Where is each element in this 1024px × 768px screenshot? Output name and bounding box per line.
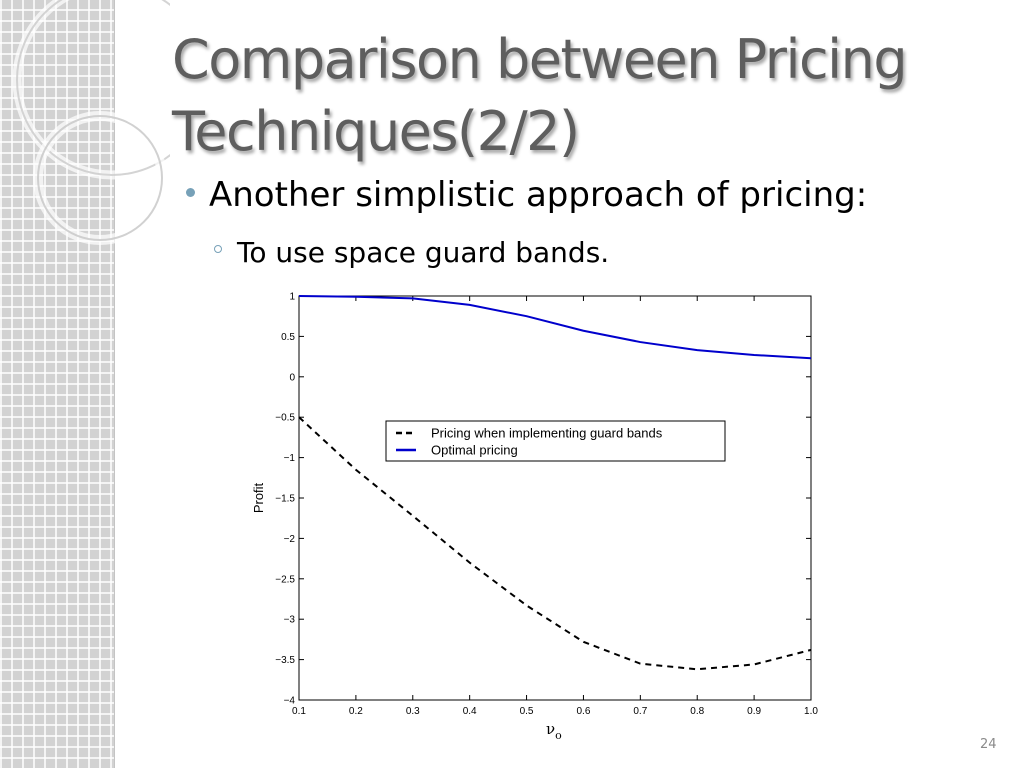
x-axis-label-subscript: o — [555, 729, 562, 742]
x-axis-label: νo — [546, 720, 562, 742]
x-axis-label-main: ν — [546, 720, 555, 738]
decorative-swirl — [12, 0, 170, 245]
plot-frame — [298, 295, 812, 701]
legend: Pricing when implementing guard bands Opt… — [385, 420, 726, 462]
y-tick-label: −3 — [284, 615, 296, 626]
x-tick-label: 0.2 — [349, 706, 363, 717]
x-tick-label: 0.6 — [576, 706, 590, 717]
y-tick-label: −1.5 — [275, 494, 295, 505]
legend-label: Optimal pricing — [431, 443, 518, 458]
y-tick-label: 0 — [289, 372, 295, 383]
y-tick-label: −1 — [284, 453, 296, 464]
profit-line-chart: 0.1 0.2 0.3 0.4 0.5 0.6 0.7 0.8 0.9 1.0 1 0.5 0 −0.5 −… — [251, 292, 818, 743]
slide-title-line2: Techniques(2/2) — [172, 100, 580, 163]
slide-number: 24 — [980, 737, 997, 752]
slide-title: Comparison between Pricing Techniques(2/… — [172, 24, 972, 168]
y-tick-label: −4 — [284, 696, 296, 707]
slide-title-line1: Comparison between Pricing — [172, 28, 908, 91]
bullet-level1: Another simplistic approach of pricing: — [186, 175, 867, 215]
x-tick-label: 0.4 — [463, 706, 477, 717]
series-lines — [298, 295, 812, 671]
series-line-optimal — [298, 295, 812, 360]
y-tick-label: −2.5 — [275, 574, 295, 585]
x-tick-label: 0.9 — [747, 706, 761, 717]
x-tick-label: 0.1 — [292, 706, 306, 717]
series-line-guard-bands — [298, 416, 812, 671]
x-tick-label: 0.5 — [520, 706, 534, 717]
x-tick-label: 0.7 — [633, 706, 647, 717]
x-tick-label: 0.3 — [406, 706, 420, 717]
x-tick-label: 0.8 — [690, 706, 704, 717]
bullet-level2-text: To use space guard bands. — [237, 236, 610, 269]
y-axis-label: Profit — [251, 482, 266, 513]
y-tick-label: −2 — [284, 534, 296, 545]
bullet-dot-icon — [186, 187, 195, 197]
legend-box — [385, 420, 726, 462]
y-tick-label: −0.5 — [275, 413, 295, 424]
x-tick-label: 1.0 — [804, 706, 818, 717]
y-tick-label: 0.5 — [281, 332, 295, 343]
y-tick-label: −3.5 — [275, 655, 295, 666]
bullet-level1-text: Another simplistic approach of pricing: — [209, 175, 868, 215]
bullet-level2: To use space guard bands. — [214, 236, 609, 269]
bullet-ring-icon — [214, 244, 222, 253]
axis-ticks: 0.1 0.2 0.3 0.4 0.5 0.6 0.7 0.8 0.9 1.0 1 0.5 0 −0.5 −… — [275, 292, 818, 718]
legend-label: Pricing when implementing guard bands — [431, 426, 663, 441]
y-tick-label: 1 — [289, 292, 295, 303]
